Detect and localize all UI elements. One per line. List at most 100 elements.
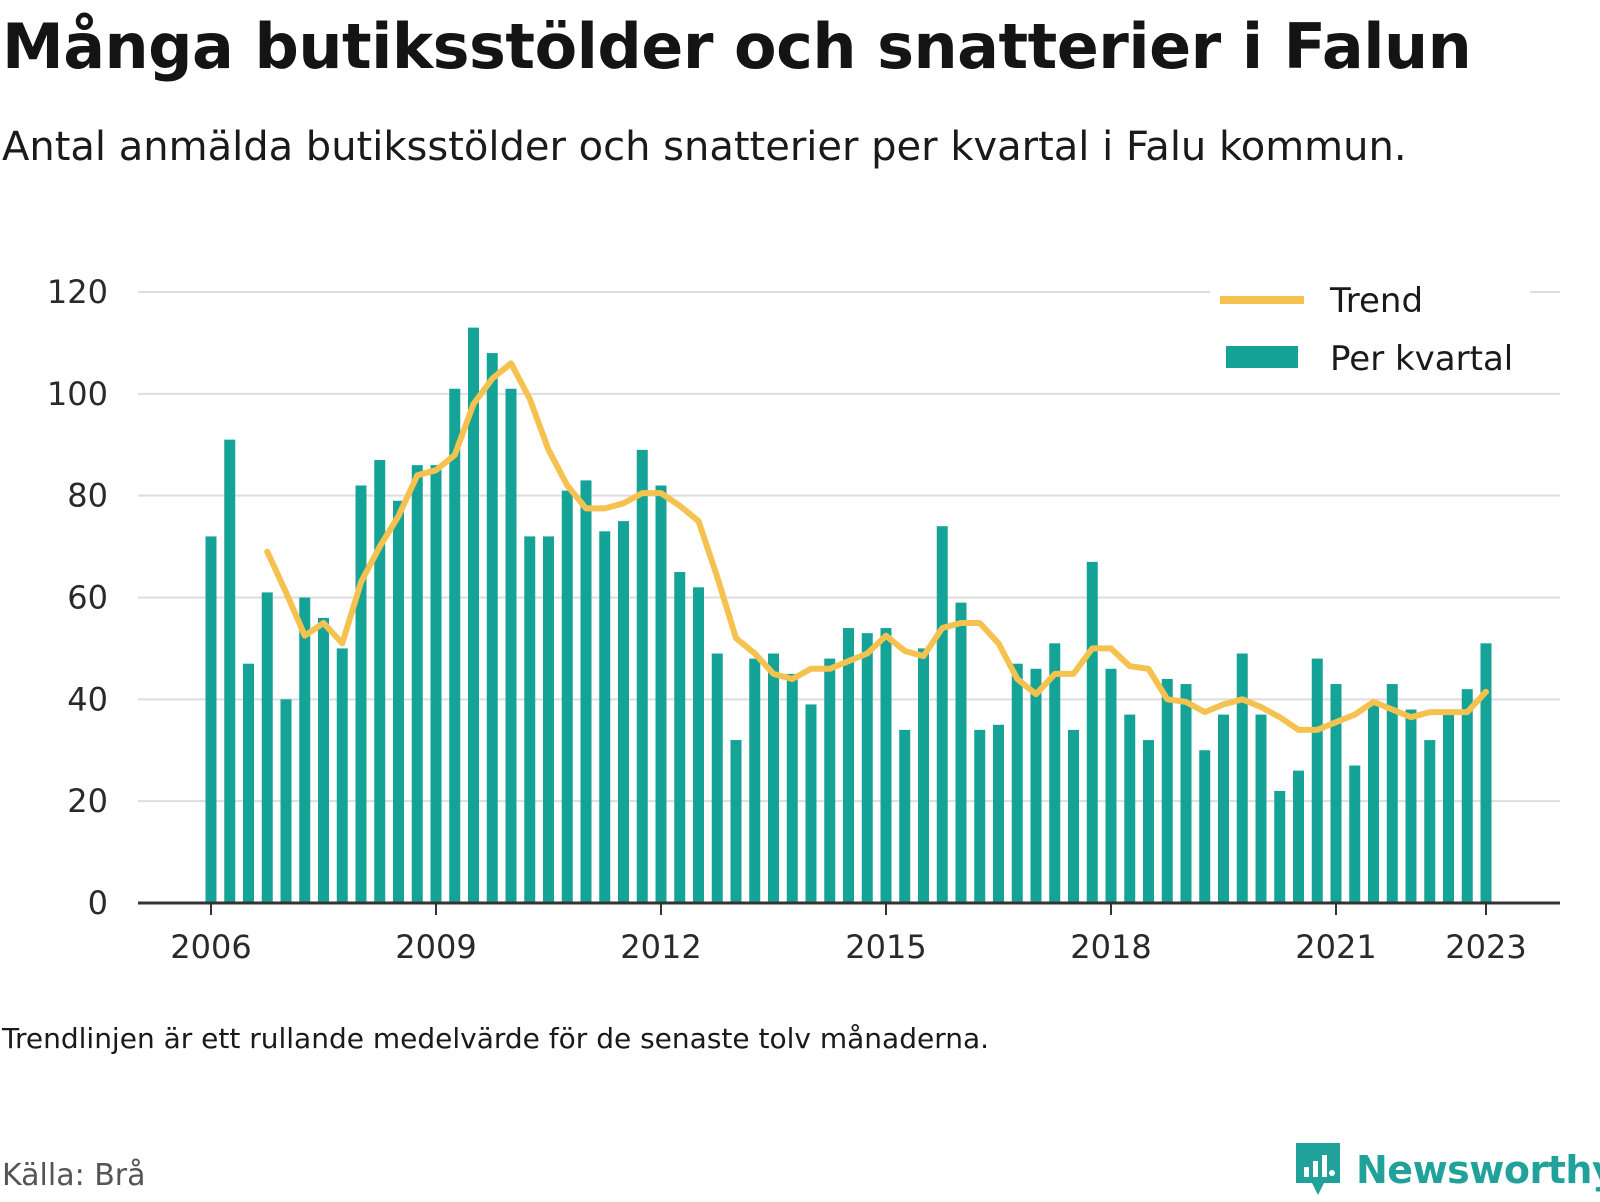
bar <box>1386 684 1398 903</box>
bar <box>505 388 517 903</box>
chart-area: 0 20 40 60 80 100 120 2006 2009 2012 2015 2018 2021… <box>47 272 1560 966</box>
bar <box>1086 561 1098 903</box>
legend-trend-label: Trend <box>1329 281 1423 321</box>
bar <box>1255 714 1267 903</box>
x-axis: 2006 2009 2012 2015 2018 2021 2023 <box>138 901 1560 966</box>
bar <box>1405 709 1417 903</box>
bar <box>355 485 367 903</box>
bar <box>749 658 761 903</box>
legend-bar-swatch <box>1226 346 1298 368</box>
x-tick-label: 2009 <box>395 928 476 966</box>
bar <box>786 673 798 903</box>
brand-name: Newsworthy <box>1356 1148 1600 1192</box>
bar <box>618 521 629 903</box>
bar <box>1311 658 1323 903</box>
source-label: Källa: Brå <box>2 1158 146 1193</box>
y-tick-label: 80 <box>67 477 108 515</box>
x-tick-label: 2006 <box>170 928 251 966</box>
bar <box>1011 663 1023 903</box>
bar <box>843 628 854 903</box>
bar <box>374 460 386 903</box>
chart-title: Många butiksstölder och snatterier i Fal… <box>2 10 1472 83</box>
bar <box>1030 668 1042 903</box>
bar <box>880 628 892 903</box>
bar <box>861 633 873 903</box>
brand-logo: Newsworthy <box>1292 1138 1600 1202</box>
bar <box>468 327 479 903</box>
bar <box>280 699 292 903</box>
bar <box>824 658 836 903</box>
bar <box>1068 729 1079 903</box>
bar <box>1236 653 1248 903</box>
bar <box>636 449 648 903</box>
bar <box>993 724 1004 903</box>
bar <box>711 653 723 903</box>
y-tick-label: 0 <box>88 884 108 922</box>
bar <box>955 602 967 903</box>
trend-series <box>264 360 1489 733</box>
bar <box>318 617 329 903</box>
bar <box>243 663 254 903</box>
bar <box>1124 714 1136 903</box>
bar <box>899 729 911 903</box>
legend: Trend Per kvartal <box>1210 272 1530 392</box>
y-tick-label: 20 <box>67 782 108 820</box>
bar <box>1480 643 1492 903</box>
bar <box>543 536 554 903</box>
bars-series <box>205 327 1492 904</box>
bar <box>486 353 498 904</box>
bar <box>1349 765 1361 903</box>
bar <box>599 531 611 903</box>
chart-note: Trendlinjen är ett rullande medelvärde f… <box>2 1022 990 1055</box>
trend-line <box>264 360 1489 733</box>
y-axis: 0 20 40 60 80 100 120 <box>47 273 108 922</box>
bar <box>449 388 461 903</box>
bar <box>1199 750 1211 903</box>
bar <box>1161 678 1173 903</box>
bar <box>224 439 236 903</box>
bar <box>261 592 273 903</box>
bar <box>1461 689 1473 903</box>
y-tick-label: 60 <box>67 579 108 617</box>
bar <box>693 587 704 903</box>
chart-subtitle: Antal anmälda butiksstölder och snatteri… <box>2 124 1407 170</box>
x-tick-label: 2012 <box>620 928 701 966</box>
legend-background <box>1210 272 1530 392</box>
bar <box>205 536 217 903</box>
bar <box>430 465 442 903</box>
x-tick-label: 2023 <box>1445 928 1526 966</box>
bar <box>1049 643 1061 903</box>
bar <box>730 740 742 903</box>
bar <box>1180 684 1192 903</box>
bar <box>393 500 404 903</box>
bar <box>918 648 929 903</box>
bar <box>805 704 817 903</box>
bar <box>655 485 667 903</box>
bar <box>580 480 592 903</box>
y-tick-label: 120 <box>47 273 108 311</box>
bar <box>411 465 423 903</box>
legend-bar-label: Per kvartal <box>1330 339 1513 379</box>
bar <box>1218 714 1229 903</box>
bar <box>974 729 986 903</box>
bar <box>1105 668 1117 903</box>
bar <box>1424 740 1436 903</box>
x-tick-label: 2021 <box>1295 928 1376 966</box>
bar <box>1368 704 1379 903</box>
bar <box>561 490 573 903</box>
bar <box>1330 684 1342 903</box>
bar <box>1293 770 1304 903</box>
bar <box>299 597 311 903</box>
bar <box>336 648 348 903</box>
bar <box>524 536 536 903</box>
bar <box>936 526 948 903</box>
bar <box>674 572 686 903</box>
bar <box>1274 790 1286 903</box>
y-tick-label: 40 <box>67 680 108 718</box>
y-tick-label: 100 <box>47 375 108 413</box>
bar <box>768 653 779 903</box>
bar <box>1443 709 1454 903</box>
x-tick-label: 2018 <box>1070 928 1151 966</box>
x-tick-label: 2015 <box>845 928 926 966</box>
newsworthy-logo-icon <box>1296 1143 1340 1195</box>
